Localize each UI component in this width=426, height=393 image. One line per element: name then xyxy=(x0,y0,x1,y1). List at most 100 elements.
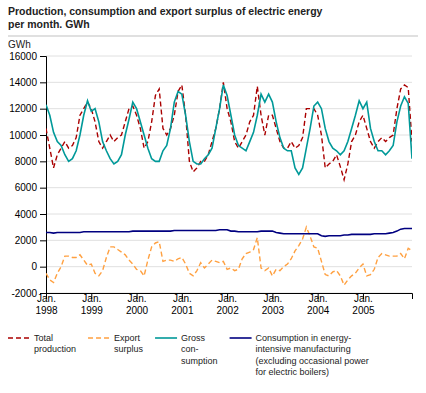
text-line: Total xyxy=(34,333,53,343)
text-line: surplus xyxy=(114,344,144,354)
text-line: (excluding occasional power xyxy=(256,356,369,366)
tick-mark xyxy=(40,82,46,83)
text-line: Jan. xyxy=(354,293,373,304)
tick-mark xyxy=(40,109,46,110)
tick-label: 2000 xyxy=(15,235,38,246)
tick: Jan.2003 xyxy=(262,293,285,316)
legend-item: Consumption in energy-intensive manufact… xyxy=(230,333,369,377)
legend-item: Grosscon-sumption xyxy=(155,333,218,366)
plot: -200002000400060008000100001200014000160… xyxy=(9,51,412,316)
tick-label: Jan.2005 xyxy=(352,293,375,316)
text-line: Jan. xyxy=(263,293,282,304)
tick-label: 0 xyxy=(31,261,37,272)
tick: 14000 xyxy=(9,77,46,88)
tick: Jan.1999 xyxy=(81,293,104,316)
legend-label: Exportsurplus xyxy=(114,333,144,354)
legend-swatch xyxy=(155,337,177,339)
grid-line xyxy=(46,161,412,162)
series-line xyxy=(46,227,412,285)
legend-label: Consumption in energy-intensive manufact… xyxy=(256,333,369,377)
text-line: intensive manufacturing xyxy=(256,344,351,354)
text-line: for electric boilers) xyxy=(256,367,330,377)
tick: Jan.2002 xyxy=(216,293,239,316)
tick-label: 10000 xyxy=(9,130,37,141)
grid-line xyxy=(46,266,412,267)
text-line: per month. GWh xyxy=(8,18,90,30)
text-line: 2002 xyxy=(216,305,239,316)
text-line: 2003 xyxy=(262,305,285,316)
text-line: Jan. xyxy=(173,293,192,304)
tick: 16000 xyxy=(9,51,46,62)
tick: Jan.2001 xyxy=(171,293,194,316)
tick-label: 6000 xyxy=(15,182,38,193)
grid-line xyxy=(46,214,412,215)
tick: 8000 xyxy=(15,156,46,167)
grid-line xyxy=(46,240,412,241)
tick-label: Jan.1998 xyxy=(35,293,58,316)
tick-label: 8000 xyxy=(15,156,38,167)
tick-mark xyxy=(40,56,46,57)
text-line: con- xyxy=(181,344,199,354)
series-line xyxy=(46,82,412,179)
tick-label: 12000 xyxy=(9,103,37,114)
tick-mark xyxy=(40,161,46,162)
tick: 2000 xyxy=(15,235,46,246)
tick-label: Jan.2000 xyxy=(126,293,149,316)
legend-label: Totalproduction xyxy=(34,333,76,354)
tick-mark xyxy=(40,135,46,136)
x-axis: Jan.1998Jan.1999Jan.2000Jan.2001Jan.2002… xyxy=(35,293,412,316)
text-line: Export xyxy=(114,333,141,343)
text-line: 1999 xyxy=(81,305,104,316)
grid xyxy=(46,56,412,293)
text-line: production xyxy=(34,344,76,354)
axis-line xyxy=(40,57,47,294)
tick-mark xyxy=(40,240,46,241)
text-line: 2004 xyxy=(307,305,330,316)
legend-item: Exportsurplus xyxy=(88,333,144,354)
tick-label: Jan.2004 xyxy=(307,293,330,316)
text-line: sumption xyxy=(181,356,218,366)
legend: Totalproduction Exportsurplus Grosscon-sum… xyxy=(8,333,369,377)
text-line: 1998 xyxy=(35,305,58,316)
tick-label: Jan.2003 xyxy=(262,293,285,316)
separator xyxy=(8,36,418,37)
series-line xyxy=(46,228,412,236)
grid-line xyxy=(46,82,412,83)
text-line: 2001 xyxy=(171,305,194,316)
legend-swatch xyxy=(8,337,30,339)
tick: 12000 xyxy=(9,103,46,114)
grid-line xyxy=(46,56,412,57)
tick: Jan.2000 xyxy=(126,293,149,316)
grid-line xyxy=(46,187,412,188)
legend-item: Totalproduction xyxy=(8,333,76,354)
tick-mark xyxy=(40,214,46,215)
text-line: Gross xyxy=(181,333,206,343)
text-line: Jan. xyxy=(128,293,147,304)
text-line: 2005 xyxy=(352,305,375,316)
series-lines xyxy=(46,82,412,285)
legend-swatch xyxy=(88,337,110,339)
y-axis: -200002000400060008000100001200014000160… xyxy=(9,51,46,299)
legend-swatch xyxy=(230,337,252,339)
tick-mark xyxy=(40,188,46,189)
text-line: 2000 xyxy=(126,305,149,316)
tick: Jan.2004 xyxy=(307,293,330,316)
text-line: Jan. xyxy=(309,293,328,304)
tick-mark xyxy=(40,267,46,268)
series-line xyxy=(46,85,412,175)
tick-label: Jan.2001 xyxy=(171,293,194,316)
legend-label: Grosscon-sumption xyxy=(181,333,218,366)
y-axis-label: GWh xyxy=(8,39,31,50)
tick: 6000 xyxy=(15,182,46,193)
text-line: Consumption in energy- xyxy=(256,333,352,343)
tick: Jan.2005 xyxy=(352,293,375,316)
tick-label: 14000 xyxy=(9,77,37,88)
tick-label: Jan.1999 xyxy=(81,293,104,316)
tick-label: 4000 xyxy=(15,209,38,220)
title: Production, consumption and export surpl… xyxy=(8,5,323,30)
text-line: Production, consumption and export surpl… xyxy=(8,5,323,17)
tick-label: 16000 xyxy=(9,51,37,62)
tick-label: Jan.2002 xyxy=(216,293,239,316)
text-line: Jan. xyxy=(37,293,56,304)
tick: 0 xyxy=(31,261,46,272)
